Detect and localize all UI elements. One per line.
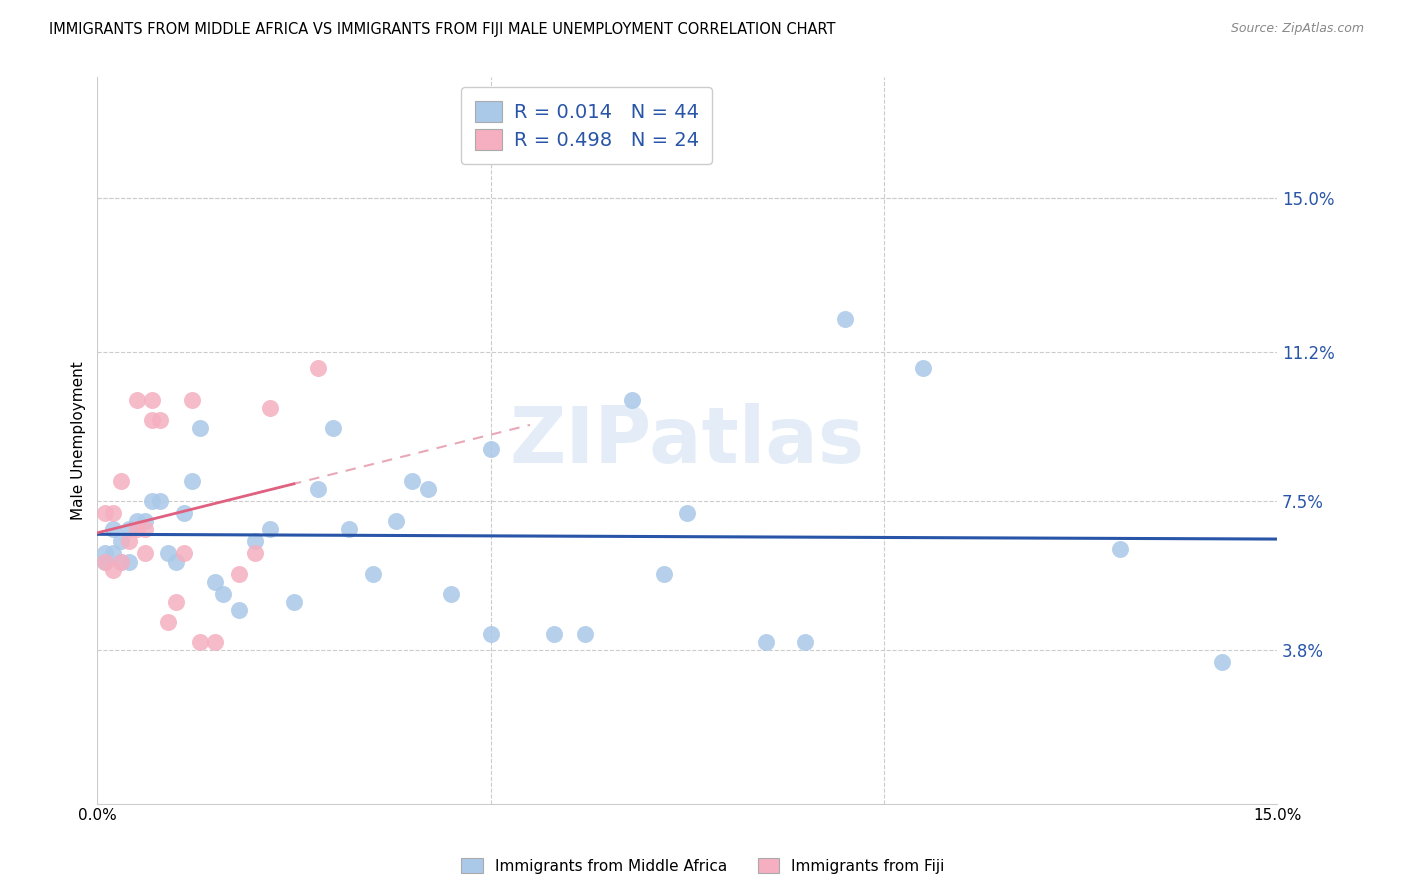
Text: IMMIGRANTS FROM MIDDLE AFRICA VS IMMIGRANTS FROM FIJI MALE UNEMPLOYMENT CORRELAT: IMMIGRANTS FROM MIDDLE AFRICA VS IMMIGRA… (49, 22, 835, 37)
Point (134, 514, 156, 528)
Point (118, 522, 141, 536)
Point (134, 522, 156, 536)
Point (440, 587, 463, 601)
Point (157, 615, 180, 629)
Point (283, 595, 305, 609)
Point (134, 547, 156, 561)
Point (141, 413, 163, 427)
Point (479, 627, 502, 641)
Point (912, 360, 935, 375)
Point (118, 555, 141, 569)
Point (180, 474, 202, 488)
Point (94, 555, 117, 569)
Point (118, 534, 141, 549)
Point (173, 506, 195, 520)
Point (94, 555, 117, 569)
Point (543, 627, 565, 641)
Point (228, 566, 250, 581)
Point (157, 547, 180, 561)
Point (173, 547, 195, 561)
Point (337, 522, 360, 536)
Point (243, 547, 266, 561)
Point (574, 627, 596, 641)
Point (794, 635, 817, 649)
Point (621, 393, 644, 408)
Point (204, 635, 226, 649)
Point (110, 555, 132, 569)
Point (361, 566, 384, 581)
Y-axis label: Male Unemployment: Male Unemployment (72, 361, 86, 520)
Text: Source: ZipAtlas.com: Source: ZipAtlas.com (1230, 22, 1364, 36)
Point (243, 534, 266, 549)
Point (101, 547, 124, 561)
Point (755, 635, 778, 649)
Point (141, 393, 163, 408)
Point (307, 360, 329, 375)
Point (676, 506, 699, 520)
Point (228, 603, 250, 617)
Point (94, 506, 117, 520)
Point (165, 555, 187, 569)
Point (204, 574, 226, 589)
Point (149, 413, 172, 427)
Point (307, 482, 329, 496)
Point (110, 534, 132, 549)
Point (180, 393, 202, 408)
Point (259, 401, 281, 416)
Point (416, 482, 439, 496)
Point (125, 514, 148, 528)
Point (212, 587, 235, 601)
Point (149, 494, 172, 508)
Point (101, 506, 124, 520)
Point (188, 421, 211, 435)
Point (259, 522, 281, 536)
Point (652, 566, 675, 581)
Point (834, 312, 856, 326)
Point (125, 522, 148, 536)
Point (141, 494, 163, 508)
Point (101, 563, 124, 577)
Point (165, 595, 187, 609)
Legend: Immigrants from Middle Africa, Immigrants from Fiji: Immigrants from Middle Africa, Immigrant… (456, 852, 950, 880)
Point (125, 393, 148, 408)
Point (401, 474, 423, 488)
Point (1211, 656, 1233, 670)
Point (322, 421, 344, 435)
Point (110, 474, 132, 488)
Text: ZIPatlas: ZIPatlas (510, 402, 865, 478)
Point (94, 547, 117, 561)
Point (1108, 542, 1130, 557)
Point (101, 522, 124, 536)
Point (385, 514, 408, 528)
Point (479, 442, 502, 456)
Legend: R = 0.014   N = 44, R = 0.498   N = 24: R = 0.014 N = 44, R = 0.498 N = 24 (461, 87, 713, 163)
Point (188, 635, 211, 649)
Point (110, 555, 132, 569)
